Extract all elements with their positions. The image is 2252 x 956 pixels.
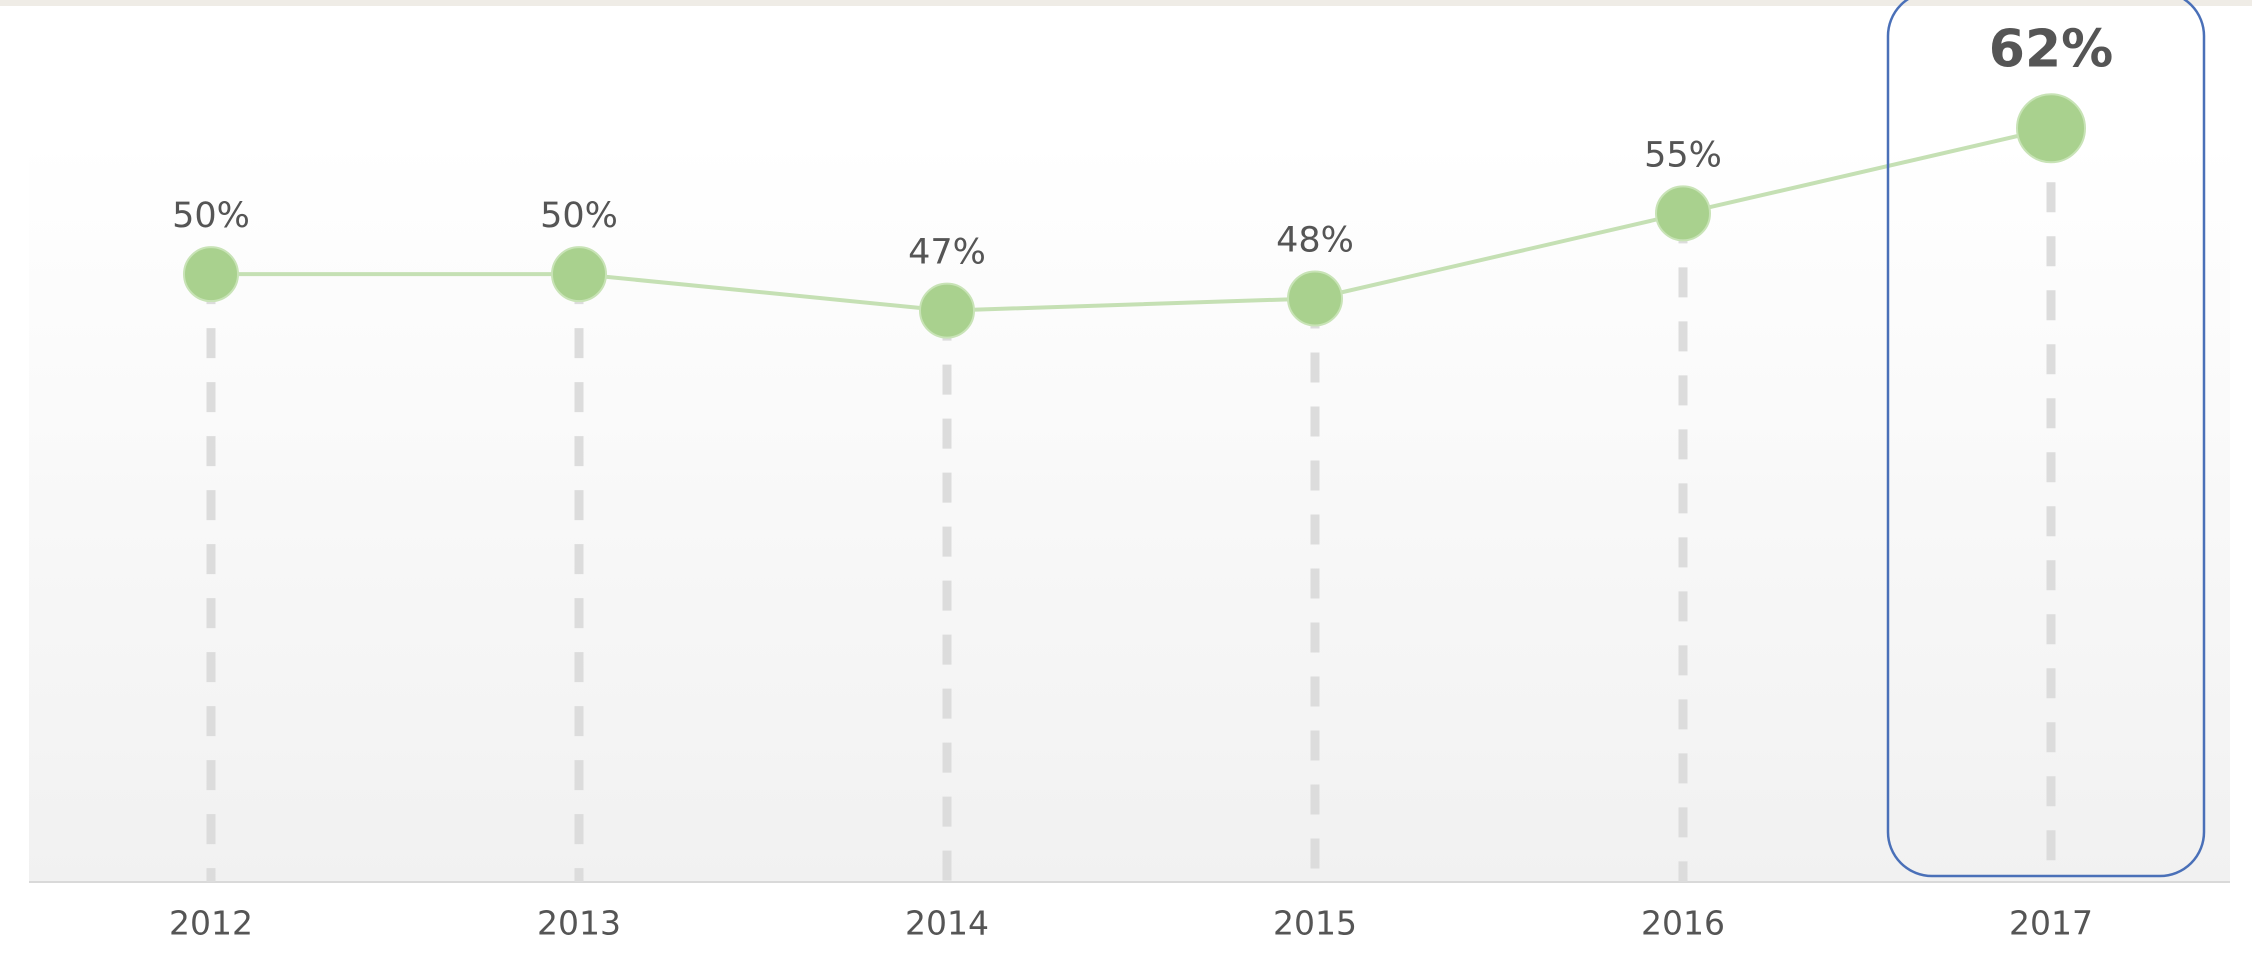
x-tick-label: 2017	[2009, 904, 2093, 943]
x-tick-label: 2014	[905, 904, 989, 943]
x-tick-label: 2013	[537, 904, 621, 943]
series-line	[211, 126, 2052, 313]
data-label: 47%	[908, 233, 986, 273]
data-label: 50%	[172, 196, 250, 236]
x-tick-label: 2012	[169, 904, 253, 943]
data-point	[1287, 270, 1343, 327]
x-tick-label: 2016	[1641, 904, 1725, 943]
data-label: 50%	[540, 196, 618, 236]
data-point	[183, 246, 239, 303]
x-tick-label: 2015	[1273, 904, 1357, 943]
top-strip	[0, 0, 2252, 6]
data-label: 48%	[1276, 220, 1354, 260]
marks: 50% 50% 47% 48% 55% 62% 2012 2013 2014 2015 2016 20…	[169, 19, 2113, 942]
data-label: 55%	[1644, 135, 1722, 175]
plot-background	[29, 140, 2230, 882]
data-point	[919, 282, 975, 339]
data-label: 62%	[1989, 19, 2113, 79]
data-point	[2016, 93, 2086, 164]
data-point	[551, 246, 607, 303]
data-point	[1655, 185, 1711, 242]
highlight-box	[1886, 0, 2206, 878]
